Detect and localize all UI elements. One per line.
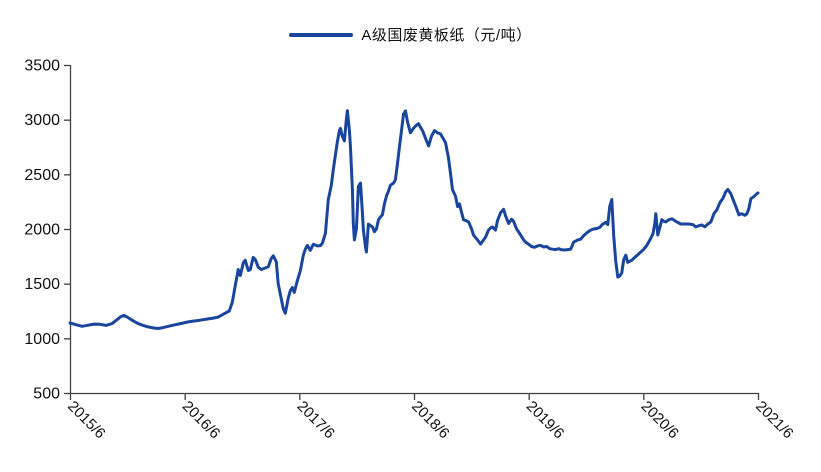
x-tick-label: 2021/6 — [752, 398, 796, 442]
y-tick-label: 2000 — [24, 222, 60, 239]
y-tick-label: 2500 — [24, 167, 60, 184]
legend-line-swatch — [289, 32, 354, 37]
x-tick-label: 2015/6 — [64, 398, 108, 442]
y-tick-label: 3500 — [24, 58, 60, 75]
x-tick-label: 2020/6 — [638, 398, 682, 442]
x-tick-label: 2019/6 — [523, 398, 567, 442]
x-tick-label: 2018/6 — [408, 398, 452, 442]
price-series-line — [68, 109, 760, 330]
y-tick-label: 1500 — [24, 276, 60, 293]
x-tick-label: 2016/6 — [179, 398, 223, 442]
chart-legend: A级国废黄板纸（元/吨） — [0, 24, 821, 45]
y-tick-label: 500 — [33, 386, 60, 403]
legend-series-label: A级国废黄板纸（元/吨） — [361, 27, 532, 44]
x-tick-label: 2017/6 — [294, 398, 338, 442]
y-tick-label: 1000 — [24, 331, 60, 348]
y-tick-label: 3000 — [24, 112, 60, 129]
